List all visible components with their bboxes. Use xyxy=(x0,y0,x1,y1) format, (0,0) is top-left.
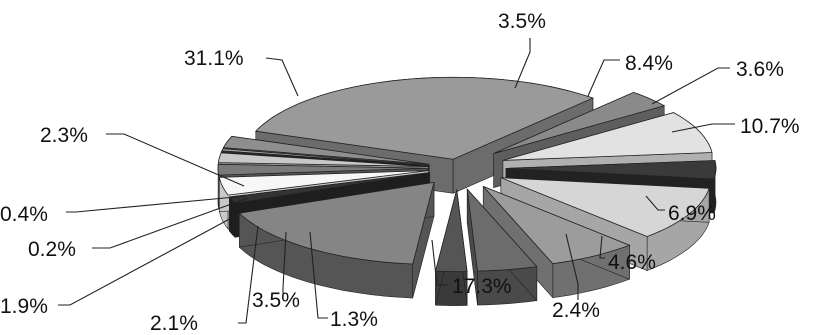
pie-slice xyxy=(434,189,468,306)
slice-label: 3.5% xyxy=(498,10,546,33)
slice-label: 1.9% xyxy=(0,295,48,318)
leader-line xyxy=(599,235,605,259)
leader-line xyxy=(265,57,299,97)
leader-line xyxy=(587,59,620,97)
leader-line xyxy=(58,207,251,306)
slice-label: 3.6% xyxy=(736,58,784,81)
pie-slice-top xyxy=(218,170,429,196)
pie-slice-top xyxy=(222,135,430,165)
pie-slice-top xyxy=(254,76,595,160)
leader-line xyxy=(282,231,287,298)
slice-label: 6.9% xyxy=(668,202,716,225)
pie-slice-top xyxy=(434,189,468,272)
pie-slice-top xyxy=(466,187,538,272)
pie-slice-top xyxy=(228,172,430,204)
pie-slice-top xyxy=(502,112,713,161)
pie-slice xyxy=(238,181,435,299)
leader-line xyxy=(645,195,665,211)
pie-slice-top xyxy=(238,181,435,265)
leader-line xyxy=(431,239,448,286)
slice-label: 2.1% xyxy=(150,312,198,335)
slice-label: 0.4% xyxy=(0,203,48,226)
leader-line xyxy=(238,225,259,324)
pie-slice-top xyxy=(220,150,429,167)
pie-slice-top xyxy=(505,160,717,180)
slice-label: 31.1% xyxy=(184,47,244,70)
leader-line xyxy=(671,123,735,133)
slice-label: 4.6% xyxy=(608,251,656,274)
leader-line xyxy=(66,195,247,213)
slice-label: 10.7% xyxy=(740,115,800,138)
pie-slice-top xyxy=(493,91,666,154)
leader-line xyxy=(651,67,730,105)
pie-slice-top xyxy=(217,152,429,167)
slice-label: 17.3% xyxy=(452,275,512,298)
slice-label: 2.4% xyxy=(552,299,600,322)
leader-line xyxy=(514,38,531,89)
slice-label: 1.3% xyxy=(330,308,378,331)
slice-label: 0.2% xyxy=(28,238,76,261)
slice-label: 8.4% xyxy=(625,52,673,75)
slice-label: 2.3% xyxy=(40,124,88,147)
pie-slice xyxy=(466,187,538,306)
slice-label: 3.5% xyxy=(252,289,300,312)
leader-line xyxy=(565,233,579,300)
pie-slice-top xyxy=(500,177,710,237)
leader-line xyxy=(309,231,328,319)
leader-line xyxy=(92,197,249,249)
leader-line xyxy=(106,133,245,187)
pie-slice-top xyxy=(482,185,631,265)
